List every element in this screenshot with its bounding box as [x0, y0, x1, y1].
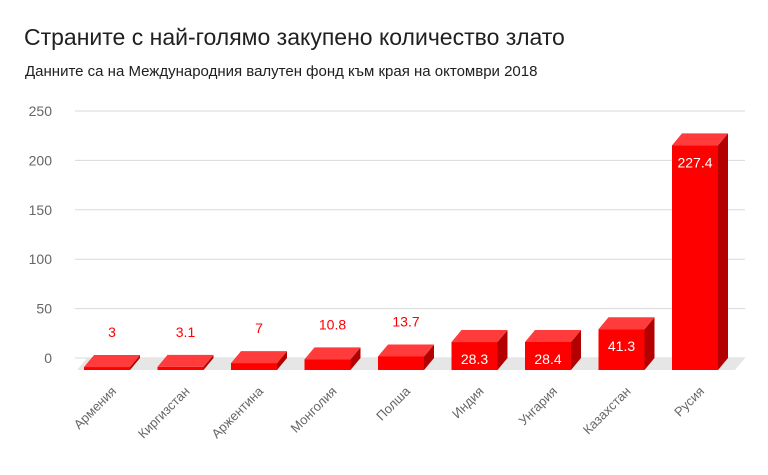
data-label: 28.4 [534, 351, 561, 367]
y-tick-label: 150 [29, 202, 53, 218]
x-tick-label: Киргизстан [135, 384, 193, 442]
x-tick-label: Индия [449, 384, 487, 422]
bar-front [157, 366, 204, 370]
bar-side [277, 351, 287, 370]
x-tick-label: Казахстан [580, 384, 634, 438]
bar [672, 133, 728, 370]
bar-side [718, 133, 728, 370]
bar-front [598, 329, 645, 370]
bar [304, 347, 361, 370]
chart-subtitle: Данните са на Международния валутен фонд… [25, 63, 538, 80]
bar-side [644, 317, 655, 370]
x-tick-label: Монголия [288, 384, 340, 436]
bar-front [451, 342, 498, 370]
x-tick-label: Аржентина [208, 383, 266, 441]
y-tick-label: 200 [29, 152, 53, 168]
bar-side [424, 344, 434, 370]
bar [598, 317, 655, 370]
x-tick-label: Унгария [516, 384, 561, 429]
bar-top [157, 354, 214, 367]
bar-top [231, 351, 287, 364]
bar-side [571, 329, 581, 370]
y-tick-label: 0 [44, 350, 52, 366]
bar-front [672, 145, 718, 370]
bar-side [130, 355, 140, 370]
bar-top [304, 347, 361, 360]
bar-front [378, 356, 424, 370]
chart-title: Страните с най-голямо закупено количеств… [24, 24, 565, 50]
bar [525, 329, 581, 370]
bar-front [304, 359, 351, 370]
data-label: 28.3 [461, 351, 488, 367]
bar-top [598, 317, 655, 330]
bar-side [203, 354, 214, 370]
bar-side [497, 330, 508, 370]
bar [84, 355, 140, 370]
bar-top [672, 133, 728, 146]
x-tick-label: Армения [71, 384, 119, 432]
bar [231, 351, 287, 370]
x-tick-label: Полша [373, 383, 414, 424]
y-tick-label: 50 [36, 301, 52, 317]
bar-top [378, 344, 434, 357]
bar-side [350, 347, 361, 370]
data-label: 3.1 [176, 324, 196, 340]
y-tick-label: 100 [29, 251, 53, 267]
data-label: 227.4 [677, 154, 712, 170]
data-label: 41.3 [608, 338, 635, 354]
data-label: 13.7 [392, 313, 419, 329]
y-tick-label: 250 [29, 103, 53, 119]
data-label: 10.8 [319, 316, 346, 332]
bar-front [231, 363, 277, 370]
bar [451, 330, 508, 370]
bar-front [84, 367, 130, 370]
bar-top [84, 355, 140, 368]
bar-top [525, 329, 581, 342]
bar [157, 354, 214, 370]
bar-front [525, 341, 571, 370]
data-label: 7 [255, 320, 263, 336]
x-tick-label: Русия [671, 384, 707, 420]
bar [378, 344, 434, 370]
data-label: 3 [108, 324, 116, 340]
bar-top [451, 330, 508, 343]
